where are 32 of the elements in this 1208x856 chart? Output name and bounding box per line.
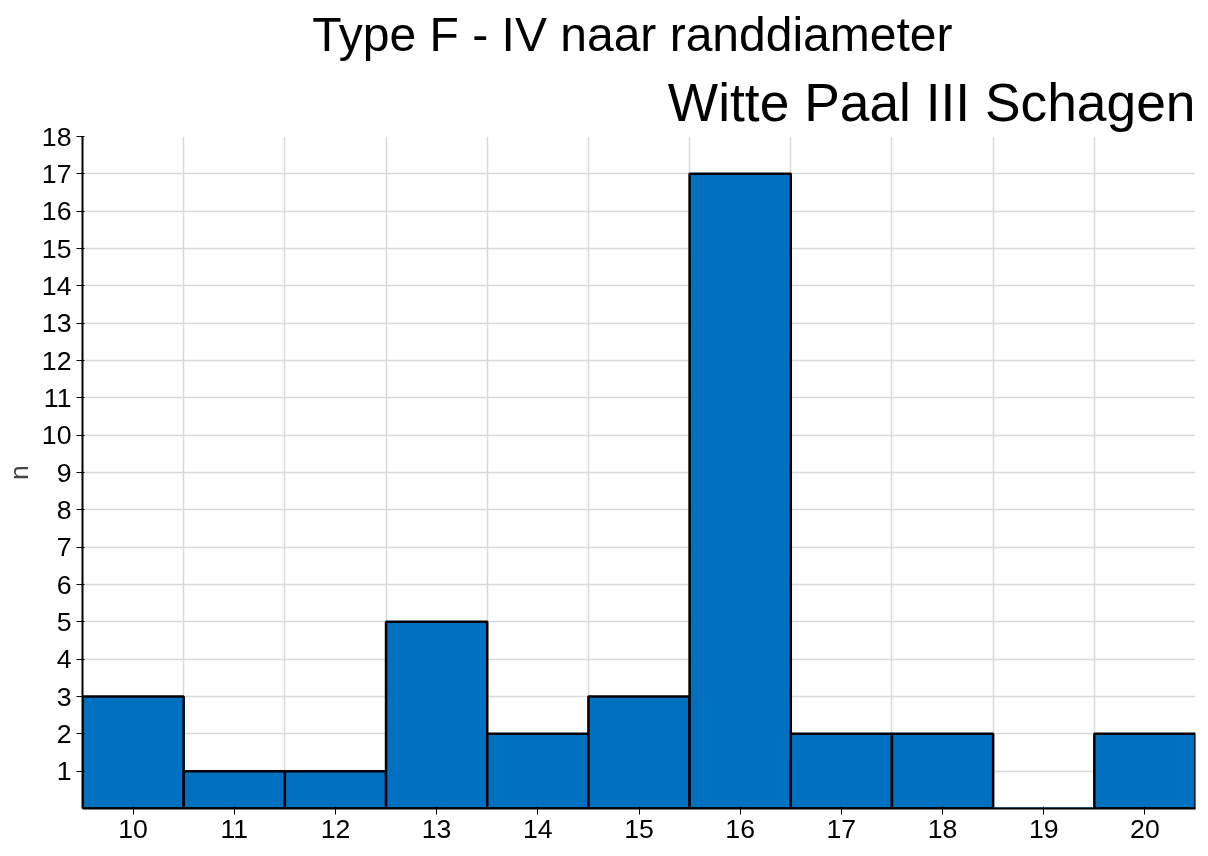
y-tick-label: 3 [56, 681, 72, 712]
x-tick-label: 16 [725, 813, 756, 844]
y-tick-label: 12 [41, 345, 72, 376]
y-tick-label: 1 [56, 756, 72, 787]
y-tick-label: 5 [56, 606, 72, 637]
y-tick-label: 11 [43, 382, 72, 413]
x-tick-label: 11 [220, 813, 249, 844]
x-tick-label: 12 [320, 813, 351, 844]
y-tick-label: 8 [56, 494, 72, 525]
y-tick-label: 2 [56, 718, 72, 749]
y-tick-label: 18 [41, 121, 72, 152]
y-tick-label: 4 [56, 644, 72, 675]
y-tick-label: 10 [41, 420, 72, 451]
x-tick-label: 10 [118, 813, 148, 844]
chart-title: Type F - IV naar randdiameter [312, 7, 953, 61]
y-tick-label: 9 [56, 457, 72, 488]
y-axis-title: n [3, 465, 34, 480]
y-tick-label: 15 [41, 233, 72, 264]
chart-subtitle: Witte Paal III Schagen [667, 72, 1196, 132]
y-tick-label: 7 [56, 532, 72, 563]
x-tick-label: 14 [522, 813, 553, 844]
x-tick-label: 17 [826, 813, 857, 844]
x-tick-label: 19 [1028, 813, 1059, 844]
y-tick-label: 14 [41, 270, 72, 301]
y-tick-label: 17 [41, 158, 72, 189]
y-tick-label: 6 [56, 569, 72, 600]
x-tick-label: 15 [624, 813, 654, 844]
y-tick-label: 13 [41, 308, 72, 339]
x-tick-label: 18 [927, 813, 958, 844]
y-tick-label: 16 [41, 196, 72, 227]
x-tick-label: 13 [421, 813, 452, 844]
x-tick-label: 20 [1130, 813, 1160, 844]
